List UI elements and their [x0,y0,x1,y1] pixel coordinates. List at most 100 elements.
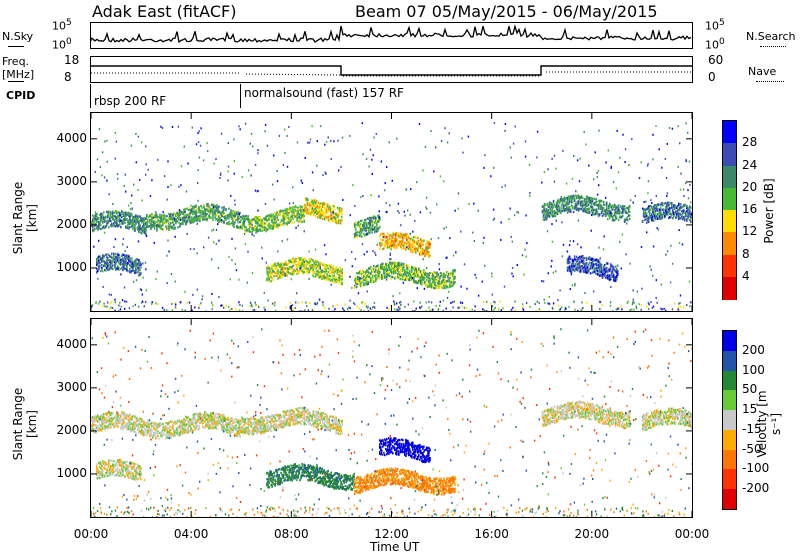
power-echo-cell [210,216,212,219]
power-echo-cell [355,281,358,284]
power-echo-cell [233,215,235,218]
power-echo-cell [233,225,235,228]
power-echo-cell [254,228,256,232]
power-echo-cell [257,221,259,224]
power-echo-cell [585,271,588,274]
power-echo-cell [312,209,315,212]
power-echo-cell [363,275,365,278]
power-echo-cell [266,219,268,222]
power-echo-cell [666,211,668,214]
power-echo-cell [416,268,418,271]
power-echo-cell [162,220,164,223]
power-echo-cell [572,194,575,197]
power-echo-cell [180,212,182,215]
nsky-legend-line [8,46,24,47]
power-echo-cell [588,210,591,213]
power-echo-cell [318,263,320,266]
power-echo-cell [614,210,617,213]
power-echo-cell [378,273,380,276]
power-echo-cell [415,267,417,270]
power-echo-cell [372,279,374,282]
power-echo-cell [259,219,261,222]
power-echo-cell [278,224,280,227]
power-echo-cell [143,226,145,229]
power-echo-cell [331,218,334,221]
power-echo-cell [314,205,317,208]
power-echo-cell [198,208,200,211]
power-echo-cell [269,269,271,272]
power-echo-cell [312,273,314,276]
power-echo-cell [147,220,149,223]
power-echo-cell [204,218,206,221]
power-echo-cell [129,214,131,217]
power-echo-cell [127,211,129,214]
power-echo-cell [598,214,601,217]
power-echo-cell [339,278,341,281]
power-echo-cell [605,274,608,277]
power-echo-cell [406,242,408,245]
power-echo-cell [625,211,628,214]
power-echo-cell [335,280,337,284]
power-echo-cell [364,223,366,226]
power-echo-cell [590,201,593,204]
power-noise-cell [665,253,667,256]
power-echo-cell [337,273,339,276]
power-echo-cell [413,281,415,284]
power-echo-cell [423,271,425,274]
power-echo-cell [169,226,171,229]
power-echo-cell [275,273,277,276]
power-echo-cell [301,212,303,215]
power-noise-cell [655,296,657,299]
power-echo-cell [189,219,191,222]
power-echo-cell [298,213,300,216]
power-echo-cell [137,258,139,261]
power-echo-cell [613,276,616,279]
power-echo-cell [295,206,297,209]
power-echo-cell [682,217,684,221]
nave-tick-bottom: 0 [708,70,716,84]
power-echo-cell [364,283,366,286]
power-echo-cell [420,244,422,248]
power-echo-cell [252,218,254,221]
power-echo-cell [326,273,328,276]
power-echo-cell [690,215,692,218]
power-echo-cell [310,200,313,203]
power-echo-cell [262,221,264,224]
power-echo-cell [567,256,570,259]
power-echo-cell [318,271,320,274]
power-echo-cell [438,286,440,290]
power-echo-cell [429,279,431,282]
power-echo-cell [312,270,314,273]
power-echo-cell [406,239,408,242]
power-echo-cell [690,217,692,220]
power-echo-cell [366,275,368,278]
power-echo-cell [386,269,388,273]
power-echo-cell [206,204,208,207]
power-echo-cell [121,258,123,261]
power-echo-cell [270,266,272,270]
power-echo-cell [255,226,257,229]
power-echo-cell [92,230,94,233]
power-echo-cell [371,222,373,225]
power-echo-cell [234,211,236,214]
power-echo-cell [389,246,391,249]
power-echo-cell [408,235,410,238]
power-echo-cell [582,267,585,270]
power-echo-cell [399,244,401,247]
power-echo-cell [666,205,668,208]
power-echo-cell [581,206,584,209]
power-echo-cell [115,252,117,255]
power-echo-cell [340,270,342,274]
power-noise-cell [202,159,205,162]
power-echo-cell [657,212,660,215]
power-echo-cell [617,204,620,207]
power-echo-cell [382,242,384,245]
power-echo-cell [232,209,234,213]
power-echo-cell [415,281,417,284]
power-echo-cell [318,208,321,211]
nave-tick-top: 60 [708,53,724,67]
power-echo-cell [280,224,282,227]
power-echo-cell [322,205,325,209]
power-echo-cell [427,284,429,287]
power-echo-cell [300,219,302,222]
